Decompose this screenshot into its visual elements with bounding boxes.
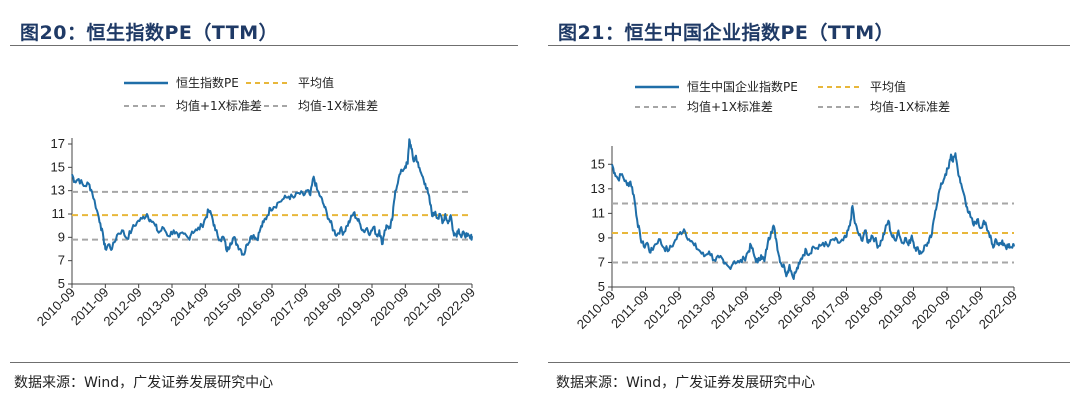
right-x-tick-label: 2021-09 <box>942 288 986 332</box>
right-source-rule <box>548 362 1070 363</box>
right-legend-mean-label: 平均值 <box>870 79 906 94</box>
right-series-line <box>611 152 1015 280</box>
right-x-tick-label: 2018-09 <box>842 288 886 332</box>
right-x-tick-label: 2010-09 <box>574 288 618 332</box>
left-legend-mean-label: 平均值 <box>298 75 334 90</box>
right-y-tick-label: 9 <box>598 230 605 245</box>
left-y-tick-label: 7 <box>58 253 65 268</box>
right-y-tick-label: 15 <box>591 156 605 171</box>
left-legend-series-label: 恒生指数PE <box>176 75 239 90</box>
right-x-tick-label: 2020-09 <box>909 288 953 332</box>
right-x-tick-label: 2011-09 <box>608 288 652 332</box>
left-y-tick-label: 5 <box>58 276 65 291</box>
right-x-tick-label: 2019-09 <box>875 288 919 332</box>
right-x-tick-label: 2012-09 <box>641 288 685 332</box>
left-y-tick-label: 17 <box>51 136 65 151</box>
left-source: 数据来源：Wind，广发证券发展研究中心 <box>14 375 274 391</box>
right-x-tick-label: 2022-09 <box>976 288 1020 332</box>
right-legend-upper-label: 均值+1X标准差 <box>687 99 773 114</box>
right-y-tick-label: 13 <box>591 181 605 196</box>
left-legend-upper-label: 均值+1X标准差 <box>176 98 262 113</box>
right-chart-title: 图21：恒生中国企业指数PE（TTM） <box>558 22 895 44</box>
left-chart-title: 图20：恒生指数PE（TTM） <box>20 22 279 44</box>
right-legend-lower-label: 均值-1X标准差 <box>870 99 950 114</box>
right-y-tick-label: 5 <box>598 279 605 294</box>
left-y-tick-label: 9 <box>58 229 65 244</box>
right-y-tick-label: 11 <box>592 205 606 220</box>
right-title-rule <box>548 45 1070 46</box>
left-y-tick-label: 15 <box>51 159 65 174</box>
right-legend-series-label: 恒生中国企业指数PE <box>687 79 798 94</box>
left-title-rule <box>10 45 518 46</box>
left-source-rule <box>10 362 518 363</box>
right-x-tick-label: 2017-09 <box>808 288 852 332</box>
right-source: 数据来源：Wind，广发证券发展研究中心 <box>556 375 816 391</box>
right-x-tick-label: 2014-09 <box>708 288 752 332</box>
right-y-tick-label: 7 <box>598 254 605 269</box>
left-y-tick-label: 13 <box>51 183 65 198</box>
right-x-tick-label: 2015-09 <box>741 288 785 332</box>
left-y-tick-label: 11 <box>52 206 66 221</box>
left-series-line <box>71 138 473 256</box>
left-legend-lower-label: 均值-1X标准差 <box>298 98 378 113</box>
right-x-tick-label: 2013-09 <box>674 288 718 332</box>
right-x-tick-label: 2016-09 <box>775 288 819 332</box>
